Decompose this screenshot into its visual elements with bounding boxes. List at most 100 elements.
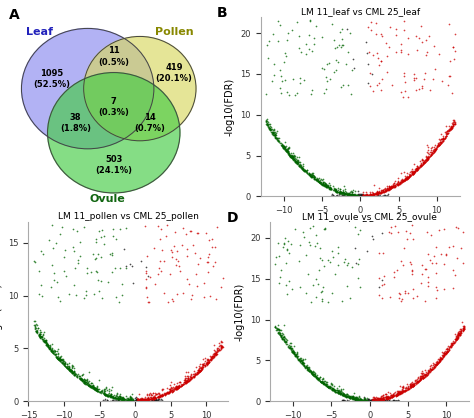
Point [340,398,348,404]
Point [292,225,299,232]
Point [120,395,128,402]
Point [354,396,361,403]
Point [296,74,304,81]
Point [416,374,424,381]
Point [63,361,71,367]
Point [283,149,291,156]
Point [352,396,360,403]
Point [334,385,341,391]
Point [425,368,432,375]
Point [427,366,434,372]
Point [377,189,384,195]
Point [182,378,190,385]
Point [424,143,432,150]
Point [263,116,271,122]
Point [394,179,402,186]
Point [410,168,418,175]
Point [311,176,319,183]
Point [84,382,92,389]
Point [365,192,373,199]
Point [174,258,182,265]
Point [450,340,457,347]
Point [123,397,131,404]
Point [104,390,112,397]
Point [71,372,78,378]
Point [294,356,302,362]
Point [77,376,84,382]
Point [431,148,438,154]
Point [174,385,182,392]
Point [374,397,382,403]
Point [282,146,289,153]
Point [426,369,433,375]
Point [88,382,95,389]
Point [429,360,437,367]
Point [374,397,382,404]
Point [447,125,455,132]
Point [456,330,463,336]
Point [422,157,430,163]
Point [383,185,391,191]
Point [127,395,134,402]
Point [107,391,115,398]
Point [69,369,76,376]
Point [143,285,150,292]
Point [454,331,461,338]
Point [56,357,64,364]
Point [292,159,300,166]
Point [383,187,390,194]
Point [174,383,182,390]
Point [318,180,325,187]
Point [350,191,358,198]
Point [108,392,115,399]
Point [445,343,453,350]
Point [378,393,386,399]
Point [124,397,131,404]
Point [137,397,144,404]
Point [340,193,347,199]
Point [275,329,283,335]
Point [421,372,428,378]
Point [452,335,460,342]
Point [340,391,347,398]
Point [140,396,148,403]
Point [428,151,435,158]
Point [206,292,213,299]
Point [345,190,352,196]
Point [383,398,391,404]
Point [38,293,46,299]
Point [419,372,427,378]
Point [106,392,114,399]
Point [369,394,376,400]
Point [124,395,132,402]
Point [139,398,146,404]
Point [71,371,79,378]
Point [144,397,151,403]
Point [124,398,131,404]
Point [90,384,97,391]
Point [147,398,155,404]
Point [108,397,115,403]
Point [296,161,304,167]
Point [284,238,292,245]
Point [400,178,407,184]
Point [83,264,91,271]
Point [116,395,123,402]
Point [438,355,445,362]
Point [402,175,410,182]
Point [302,168,310,175]
Point [56,357,64,364]
Point [293,153,301,160]
Point [403,236,411,243]
Point [132,398,139,404]
Point [85,381,93,388]
Point [151,394,159,401]
Point [338,192,346,199]
Point [283,146,291,153]
Point [194,370,201,376]
Point [371,395,379,402]
Point [401,27,408,33]
Point [397,298,405,304]
Point [409,381,416,388]
Point [321,179,329,186]
